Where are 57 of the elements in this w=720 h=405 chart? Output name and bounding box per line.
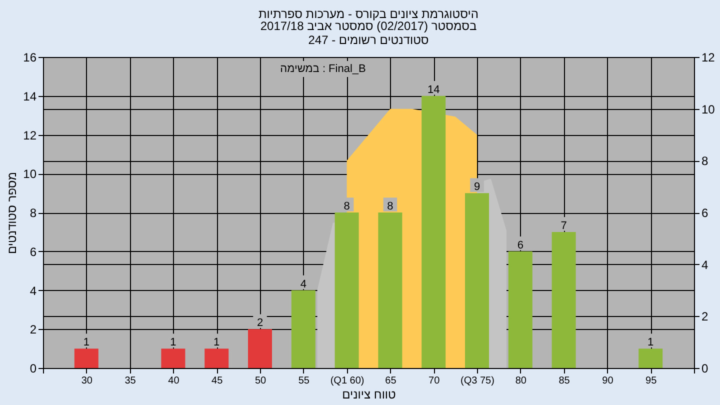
data-label: 4 [300,278,306,290]
data-label: 7 [560,220,567,232]
y-tick-label: 6 [30,244,37,259]
data-label: 9 [474,181,480,194]
x-tick-label: 35 [124,376,136,386]
x-tick-label: 90 [602,376,614,386]
bar [552,232,576,368]
y2-tick-label: 0 [702,362,708,376]
data-label: 8 [387,200,394,212]
x-tick-label: 80 [515,376,527,386]
data-label: 14 [427,84,440,96]
y2-tick-label: 8 [702,154,708,168]
bar [508,251,532,368]
data-label: 6 [517,239,524,252]
y-tick-label: 12 [23,128,37,142]
y-tick-label: 4 [30,284,37,298]
x-tick-label: (Q3 75) [460,376,494,386]
x-tick-label: 85 [558,376,570,386]
annotation: במשימה : Final_B [280,63,366,75]
y-tick-label: 10 [23,167,37,182]
x-tick-label: (Q1 60) [330,376,364,386]
data-label: 1 [170,336,176,349]
x-tick-label: 65 [385,376,397,386]
x-axis-title: טווח ציונים [342,388,396,402]
data-label: 2 [256,317,264,330]
bar [74,348,98,368]
x-tick-label: 95 [646,376,658,386]
data-label: 1 [648,336,654,349]
x-tick-label: 70 [428,376,440,386]
y2-tick-label: 10 [702,102,716,116]
text: בסמסטר (02/2017) סמסטר אביב 2017/18 [260,19,477,33]
y-axis-title: מספר סטודנטים [5,172,20,254]
bar [638,348,663,368]
chart-title: היסטוגרמת ציונים בקורס - מערכות ספרתיות [258,7,478,21]
x-tick-label: 40 [168,376,180,386]
y-tick-label: 2 [30,322,37,337]
bar [422,96,446,368]
y-tick-label: 0 [30,362,37,376]
y2-tick-label: 4 [702,258,708,272]
y2-tick-label: 6 [702,206,708,220]
y-tick-label: 14 [23,89,37,104]
text: סטודנטים רשומים - 247 [308,33,429,47]
data-label: 1 [214,336,220,349]
x-tick-label: 30 [81,376,93,386]
x-tick-label: 55 [298,376,310,386]
bar [204,348,229,368]
bar [334,212,359,368]
y2-tick-label: 12 [702,50,716,64]
x-tick-label: 45 [212,376,224,386]
data-label: 8 [344,200,350,212]
x-tick-label: 50 [254,376,266,386]
data-label: 1 [83,336,90,349]
bar [291,290,316,368]
bar [161,348,186,368]
y-tick-label: 8 [30,206,37,220]
y2-tick-label: 2 [702,310,708,324]
y-tick-label: 16 [23,50,37,64]
